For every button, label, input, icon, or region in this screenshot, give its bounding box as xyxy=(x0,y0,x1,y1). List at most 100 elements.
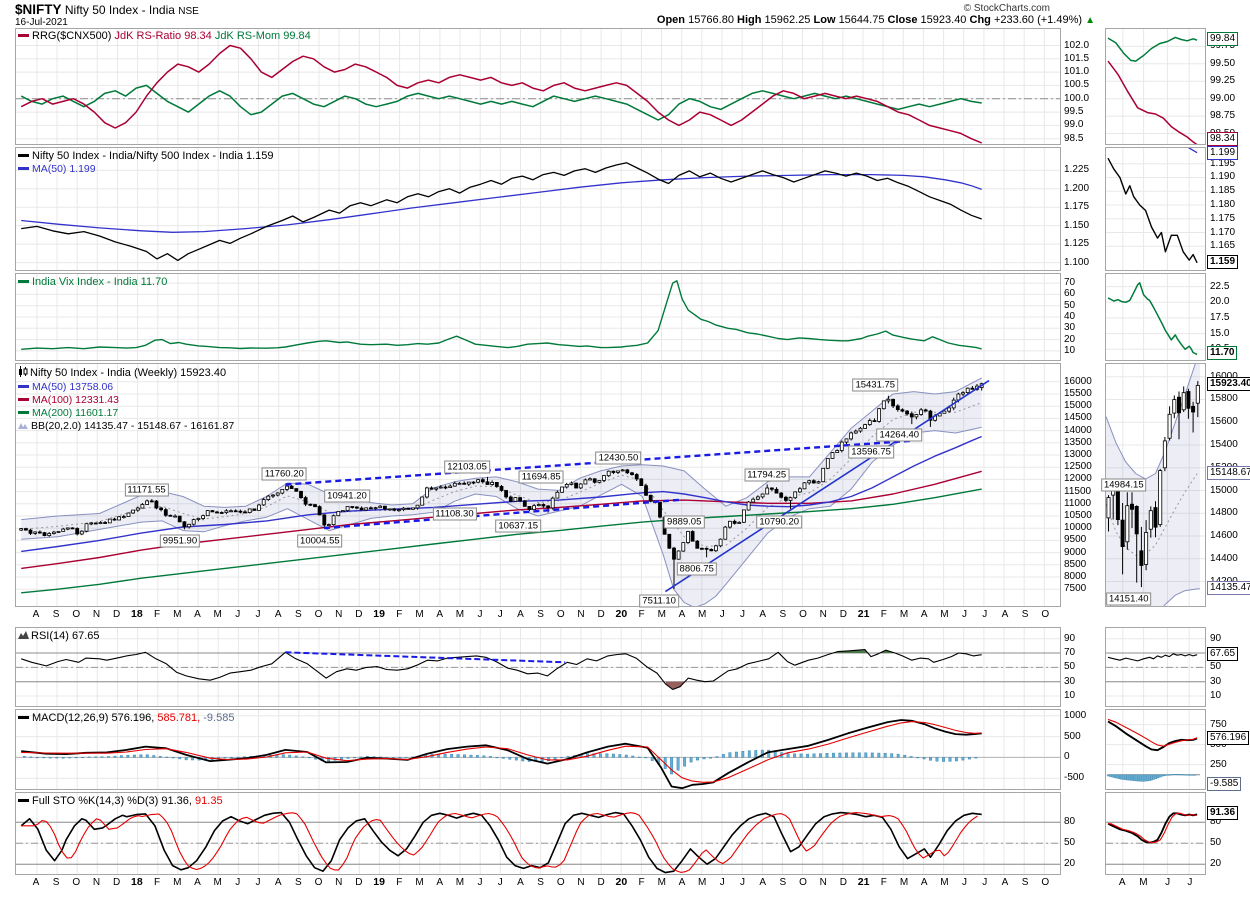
price-zoom-panel[interactable] xyxy=(1105,363,1206,607)
value-callout: 99.84 xyxy=(1207,32,1239,47)
vix-zoom-panel[interactable] xyxy=(1105,273,1206,361)
x-axis-label: O xyxy=(314,609,323,620)
macd-histogram-bar xyxy=(353,757,356,759)
candle-body xyxy=(751,498,756,503)
x-axis-label: O xyxy=(1041,609,1050,620)
macd-zoom-panel[interactable] xyxy=(1105,709,1206,790)
macd-histogram-bar-zoom xyxy=(1111,774,1114,778)
low-value: 15644.75 xyxy=(838,14,885,26)
candle-body xyxy=(326,524,331,527)
y-axis-label: 11500 xyxy=(1064,485,1092,497)
y-axis-label: 14500 xyxy=(1064,412,1092,424)
macd-panel[interactable] xyxy=(15,709,1061,790)
rsi-panel[interactable] xyxy=(15,627,1061,707)
y-axis-label: 1.150 xyxy=(1064,219,1090,231)
rrg-panel[interactable] xyxy=(15,28,1061,145)
candle-body xyxy=(802,482,807,490)
x-axis-label: J xyxy=(235,877,241,888)
sto-d-line xyxy=(21,812,978,873)
candle-body xyxy=(611,470,616,473)
macd-histogram-bar xyxy=(786,753,790,758)
macd-histogram-bar-zoom xyxy=(1115,774,1118,779)
rrg-chart-svg xyxy=(16,29,1060,144)
macd-histogram-bar xyxy=(922,757,926,760)
vix-panel[interactable] xyxy=(15,273,1061,361)
candle-body xyxy=(112,518,117,521)
macd-histogram-bar xyxy=(288,754,292,758)
rsi-zoom-panel[interactable] xyxy=(1105,627,1206,707)
candle-body xyxy=(690,531,695,542)
ratio-ma50-line xyxy=(21,173,982,233)
y-axis-label: 30 xyxy=(1064,322,1076,334)
candle-body xyxy=(61,528,66,532)
x-axis-label: S xyxy=(52,609,60,620)
macd-histogram-bar-zoom xyxy=(1185,774,1188,776)
x-axis-label-zoom: J xyxy=(1187,877,1193,888)
macd-line xyxy=(21,719,982,789)
candle-body xyxy=(522,500,527,507)
ma100-swatch xyxy=(18,398,29,401)
x-axis-label: N xyxy=(819,877,827,888)
x-axis-label: A xyxy=(436,609,444,620)
y-axis-label: 17.5 xyxy=(1210,311,1230,323)
candle-body xyxy=(1177,396,1182,414)
macd-histogram-bar xyxy=(566,756,570,758)
stochastics-zoom-panel[interactable] xyxy=(1105,792,1206,875)
x-axis-label: M xyxy=(657,609,666,620)
candle-body xyxy=(457,482,462,485)
candle-body xyxy=(238,510,243,513)
y-axis-label: 20 xyxy=(1064,333,1076,345)
macd-histogram-bar-zoom xyxy=(1139,774,1142,782)
macd-histogram-bar xyxy=(948,757,952,762)
candle-body xyxy=(79,530,84,535)
ratio-panel[interactable] xyxy=(15,147,1061,271)
stochastics-panel[interactable] xyxy=(15,792,1061,875)
macd-histogram-bar xyxy=(404,757,408,759)
y-axis-label: 80 xyxy=(1210,816,1222,828)
price-annotation: 13596.75 xyxy=(848,445,894,459)
macd-histogram-bar xyxy=(631,755,635,758)
x-axis-label: J xyxy=(982,609,988,620)
macd-histogram-bar xyxy=(883,752,887,758)
rsi-zoom-svg xyxy=(1106,628,1205,706)
candle-body xyxy=(1181,392,1186,411)
macd-histogram-bar xyxy=(935,757,939,762)
x-axis-label: F xyxy=(638,877,645,888)
x-axis-label: S xyxy=(52,877,60,888)
x-axis-label: A xyxy=(920,609,928,620)
y-axis-label: 60 xyxy=(1064,288,1076,300)
price-annotation: 11760.20 xyxy=(261,467,307,481)
y-axis-label: 1.100 xyxy=(1064,256,1090,268)
rsi-area-icon xyxy=(18,630,29,644)
open-value: 15766.80 xyxy=(688,14,734,26)
candle-body xyxy=(145,500,150,505)
candle-body xyxy=(285,485,289,490)
candle-body xyxy=(877,408,881,422)
x-axis-label: 19 xyxy=(373,608,385,620)
x-axis-label: D xyxy=(839,609,848,620)
candle-body xyxy=(541,504,546,507)
x-axis-label: A xyxy=(436,877,444,888)
rrg-zoom-svg xyxy=(1106,29,1205,144)
macd-histogram-bar xyxy=(340,757,343,760)
macd-histogram-bar xyxy=(851,752,855,758)
sto-d-line-zoom xyxy=(1107,812,1197,844)
candle-body xyxy=(900,409,905,412)
ratio-zoom-panel[interactable] xyxy=(1105,147,1206,271)
macd-histogram-bar-zoom xyxy=(1130,774,1133,781)
x-axis-label: M xyxy=(697,877,707,888)
y-axis-label: 90 xyxy=(1210,632,1222,644)
candle-body xyxy=(191,519,196,525)
y-axis-label: 1.225 xyxy=(1064,164,1090,176)
rrg-legend-name: RRG($CNX500) xyxy=(32,30,112,42)
price-panel[interactable] xyxy=(15,363,1061,607)
y-axis-label: 1.125 xyxy=(1064,238,1090,250)
sto-k-value: 91.36, xyxy=(161,795,192,807)
macd-histogram-bar xyxy=(236,756,240,758)
y-axis-label: 70 xyxy=(1064,277,1076,289)
sto-line-swatch xyxy=(18,799,29,802)
candle-body xyxy=(247,508,252,513)
rrg-zoom-panel[interactable] xyxy=(1105,28,1206,145)
macd-histogram-bar xyxy=(799,753,803,758)
candle-body xyxy=(942,410,947,414)
